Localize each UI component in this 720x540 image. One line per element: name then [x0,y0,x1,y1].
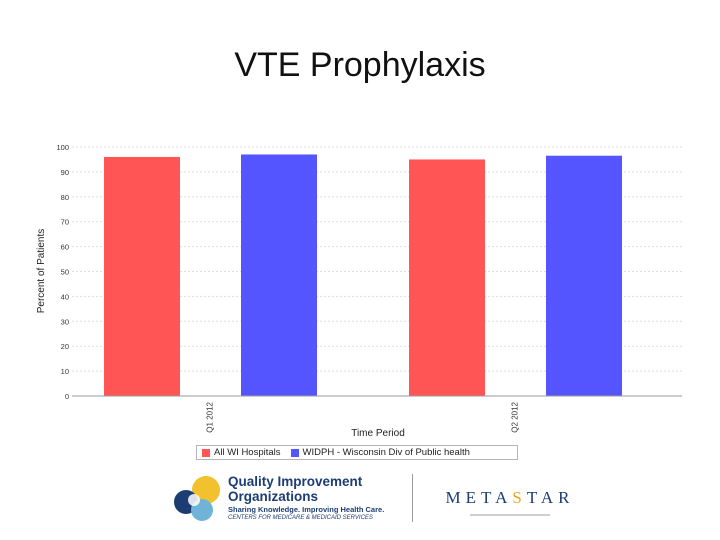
legend-swatch [202,448,210,457]
qio-title: Quality Improvement Organizations [228,474,362,504]
metastar-wordmark: METASTAR [445,488,575,507]
y-tick-label: 50 [61,268,69,277]
y-tick-label: 100 [56,143,69,152]
bar-widph-2 [546,155,622,396]
bar-widph-1 [241,154,317,396]
bar-all-wi-hospitals-2 [409,159,485,396]
y-axis-label: Percent of Patients [36,229,47,314]
legend-label: WIDPH - Wisconsin Div of Public health [302,447,470,458]
x-tick-label: Q1 2012 [206,401,215,432]
y-tick-label: 40 [61,292,69,301]
x-tick-labels: Q1 2012 Q2 2012 [206,401,520,432]
legend-entry-widph: WIDPH - Wisconsin Div of Public health [290,447,470,458]
qio-tagline: Sharing Knowledge. Improving Health Care… [228,505,385,514]
y-tick-label: 10 [61,367,69,376]
y-tick-label: 80 [61,193,69,202]
legend-swatch [290,448,299,457]
metastar-tagline-line [470,514,550,516]
slide-title: VTE Prophylaxis [234,46,486,84]
x-axis-label: Time Period [351,428,405,439]
qio-title-line1: Quality Improvement [228,474,363,489]
legend-entry-all-wi-hospitals: All WI Hospitals [202,447,281,458]
qio-logo: Quality Improvement Organizations Sharin… [172,472,402,528]
x-tick-label: Q2 2012 [511,401,520,432]
bar-series [104,154,622,396]
y-tick-labels: 0 10 20 30 40 50 60 70 80 90 100 [56,143,69,401]
logo-divider [412,474,413,522]
qio-circles-icon [174,476,220,521]
legend-label: All WI Hospitals [214,447,281,458]
y-tick-label: 30 [61,317,69,326]
y-tick-label: 90 [61,168,69,177]
y-tick-label: 20 [61,342,69,351]
y-tick-label: 60 [61,243,69,252]
qio-cms-text: CENTERS FOR MEDICARE & MEDICAID SERVICES [228,515,373,521]
qio-title-line2: Organizations [228,489,319,504]
y-tick-label: 70 [61,218,69,227]
metastar-logo: METASTAR [440,480,580,522]
bar-all-wi-hospitals-1 [104,156,180,396]
chart-legend: All WI Hospitals WIDPH - Wisconsin Div o… [196,445,518,460]
y-tick-label: 0 [65,392,69,401]
